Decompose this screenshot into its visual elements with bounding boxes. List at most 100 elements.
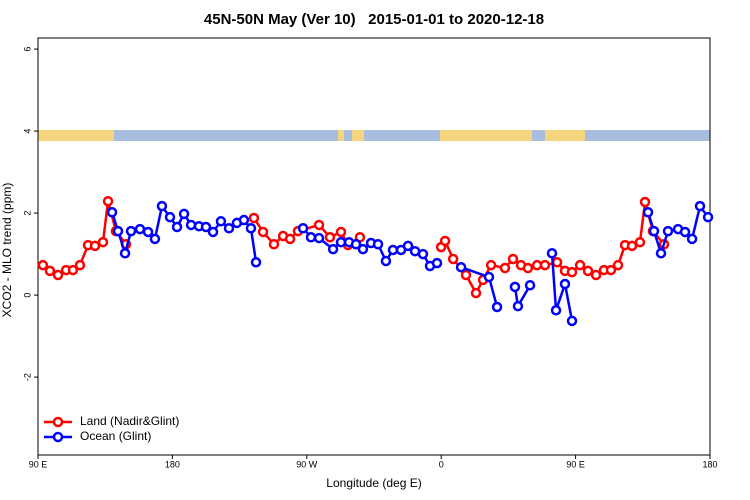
plot-frame <box>37 37 711 456</box>
data-point <box>97 236 109 248</box>
data-point <box>119 248 131 259</box>
data-point <box>491 301 503 313</box>
legend-label: Land (Nadir&Glint) <box>80 414 179 428</box>
data-point <box>335 226 347 238</box>
data-point <box>313 232 325 244</box>
data-point <box>207 226 219 238</box>
data-point <box>106 207 118 218</box>
data-point <box>268 238 280 250</box>
data-point <box>485 259 497 271</box>
data-point <box>590 269 602 281</box>
data-point <box>387 244 399 256</box>
y-axis-label: XCO2 - MLO trend (ppm) <box>0 183 14 318</box>
data-point <box>507 253 519 265</box>
data-point <box>546 248 558 259</box>
legend-marker <box>52 416 64 428</box>
data-point <box>164 211 176 223</box>
data-point <box>257 226 269 238</box>
data-point <box>380 255 392 267</box>
data-point <box>52 269 64 281</box>
data-point <box>455 261 467 273</box>
data-point <box>238 214 250 226</box>
data-point <box>626 240 638 252</box>
data-point <box>612 259 624 271</box>
data-point <box>605 264 617 276</box>
data-point <box>297 223 309 234</box>
x-tick-label: 90 E <box>566 459 585 469</box>
data-point <box>686 233 698 245</box>
data-point <box>89 240 101 252</box>
data-point <box>248 212 260 224</box>
data-point <box>634 236 646 248</box>
data-point <box>185 219 197 231</box>
data-point <box>509 281 521 293</box>
data-point <box>566 315 578 327</box>
data-point <box>327 243 339 255</box>
data-point <box>350 238 362 250</box>
chart-title: 45N-50N May (Ver 10) 2015-01-01 to 2020-… <box>204 11 544 28</box>
data-point <box>470 287 482 299</box>
data-point <box>102 195 114 207</box>
y-tick-label: 6 <box>22 47 32 52</box>
data-point <box>357 243 369 255</box>
data-point <box>149 233 161 245</box>
data-point <box>694 200 706 212</box>
data-point <box>250 257 262 268</box>
data-point <box>335 236 347 248</box>
data-point <box>566 266 578 278</box>
x-axis-label: Longitude (deg E) <box>326 476 421 490</box>
data-point <box>642 207 654 218</box>
data-point <box>223 223 235 234</box>
y-tick-label: 4 <box>22 129 32 134</box>
data-point <box>305 232 317 243</box>
data-point <box>524 279 536 291</box>
data-point <box>44 265 56 277</box>
x-tick-label: 90 W <box>296 459 318 469</box>
x-tick-label: 0 <box>439 459 444 469</box>
data-point <box>639 196 651 208</box>
data-point <box>460 269 472 281</box>
data-point <box>648 225 660 237</box>
data-point <box>539 259 551 271</box>
map-strip <box>38 130 710 141</box>
data-point <box>499 262 511 274</box>
data-point <box>702 211 714 223</box>
x-tick-label: 180 <box>702 459 717 469</box>
data-point <box>372 238 384 250</box>
data-point <box>550 305 562 316</box>
data-point <box>74 259 86 271</box>
data-point <box>679 226 691 238</box>
data-point <box>439 235 451 247</box>
data-point <box>178 208 190 220</box>
x-tick-label: 180 <box>165 459 180 469</box>
legend-marker <box>52 431 64 443</box>
data-point <box>483 271 495 283</box>
data-point <box>417 248 429 260</box>
data-point <box>37 259 49 271</box>
data-point <box>245 223 257 234</box>
data-point <box>134 223 146 235</box>
data-point <box>284 233 296 245</box>
data-point <box>200 221 212 233</box>
x-tick-label: 90 E <box>29 459 48 469</box>
data-point <box>402 240 414 252</box>
data-point <box>574 259 586 271</box>
data-point <box>551 257 563 268</box>
data-point <box>447 253 459 265</box>
y-tick-label: -2 <box>22 373 32 381</box>
data-point <box>655 248 667 259</box>
data-point <box>662 225 674 237</box>
data-point <box>156 200 168 212</box>
data-point <box>582 265 594 277</box>
data-point <box>142 226 154 238</box>
y-tick-label: 0 <box>22 293 32 298</box>
data-point <box>67 264 79 276</box>
data-point <box>522 262 534 274</box>
y-tick-label: 2 <box>22 211 32 216</box>
legend-label: Ocean (Glint) <box>80 429 151 443</box>
data-point <box>125 225 137 237</box>
data-point <box>512 300 524 312</box>
data-point <box>215 216 227 227</box>
data-point <box>431 257 443 269</box>
